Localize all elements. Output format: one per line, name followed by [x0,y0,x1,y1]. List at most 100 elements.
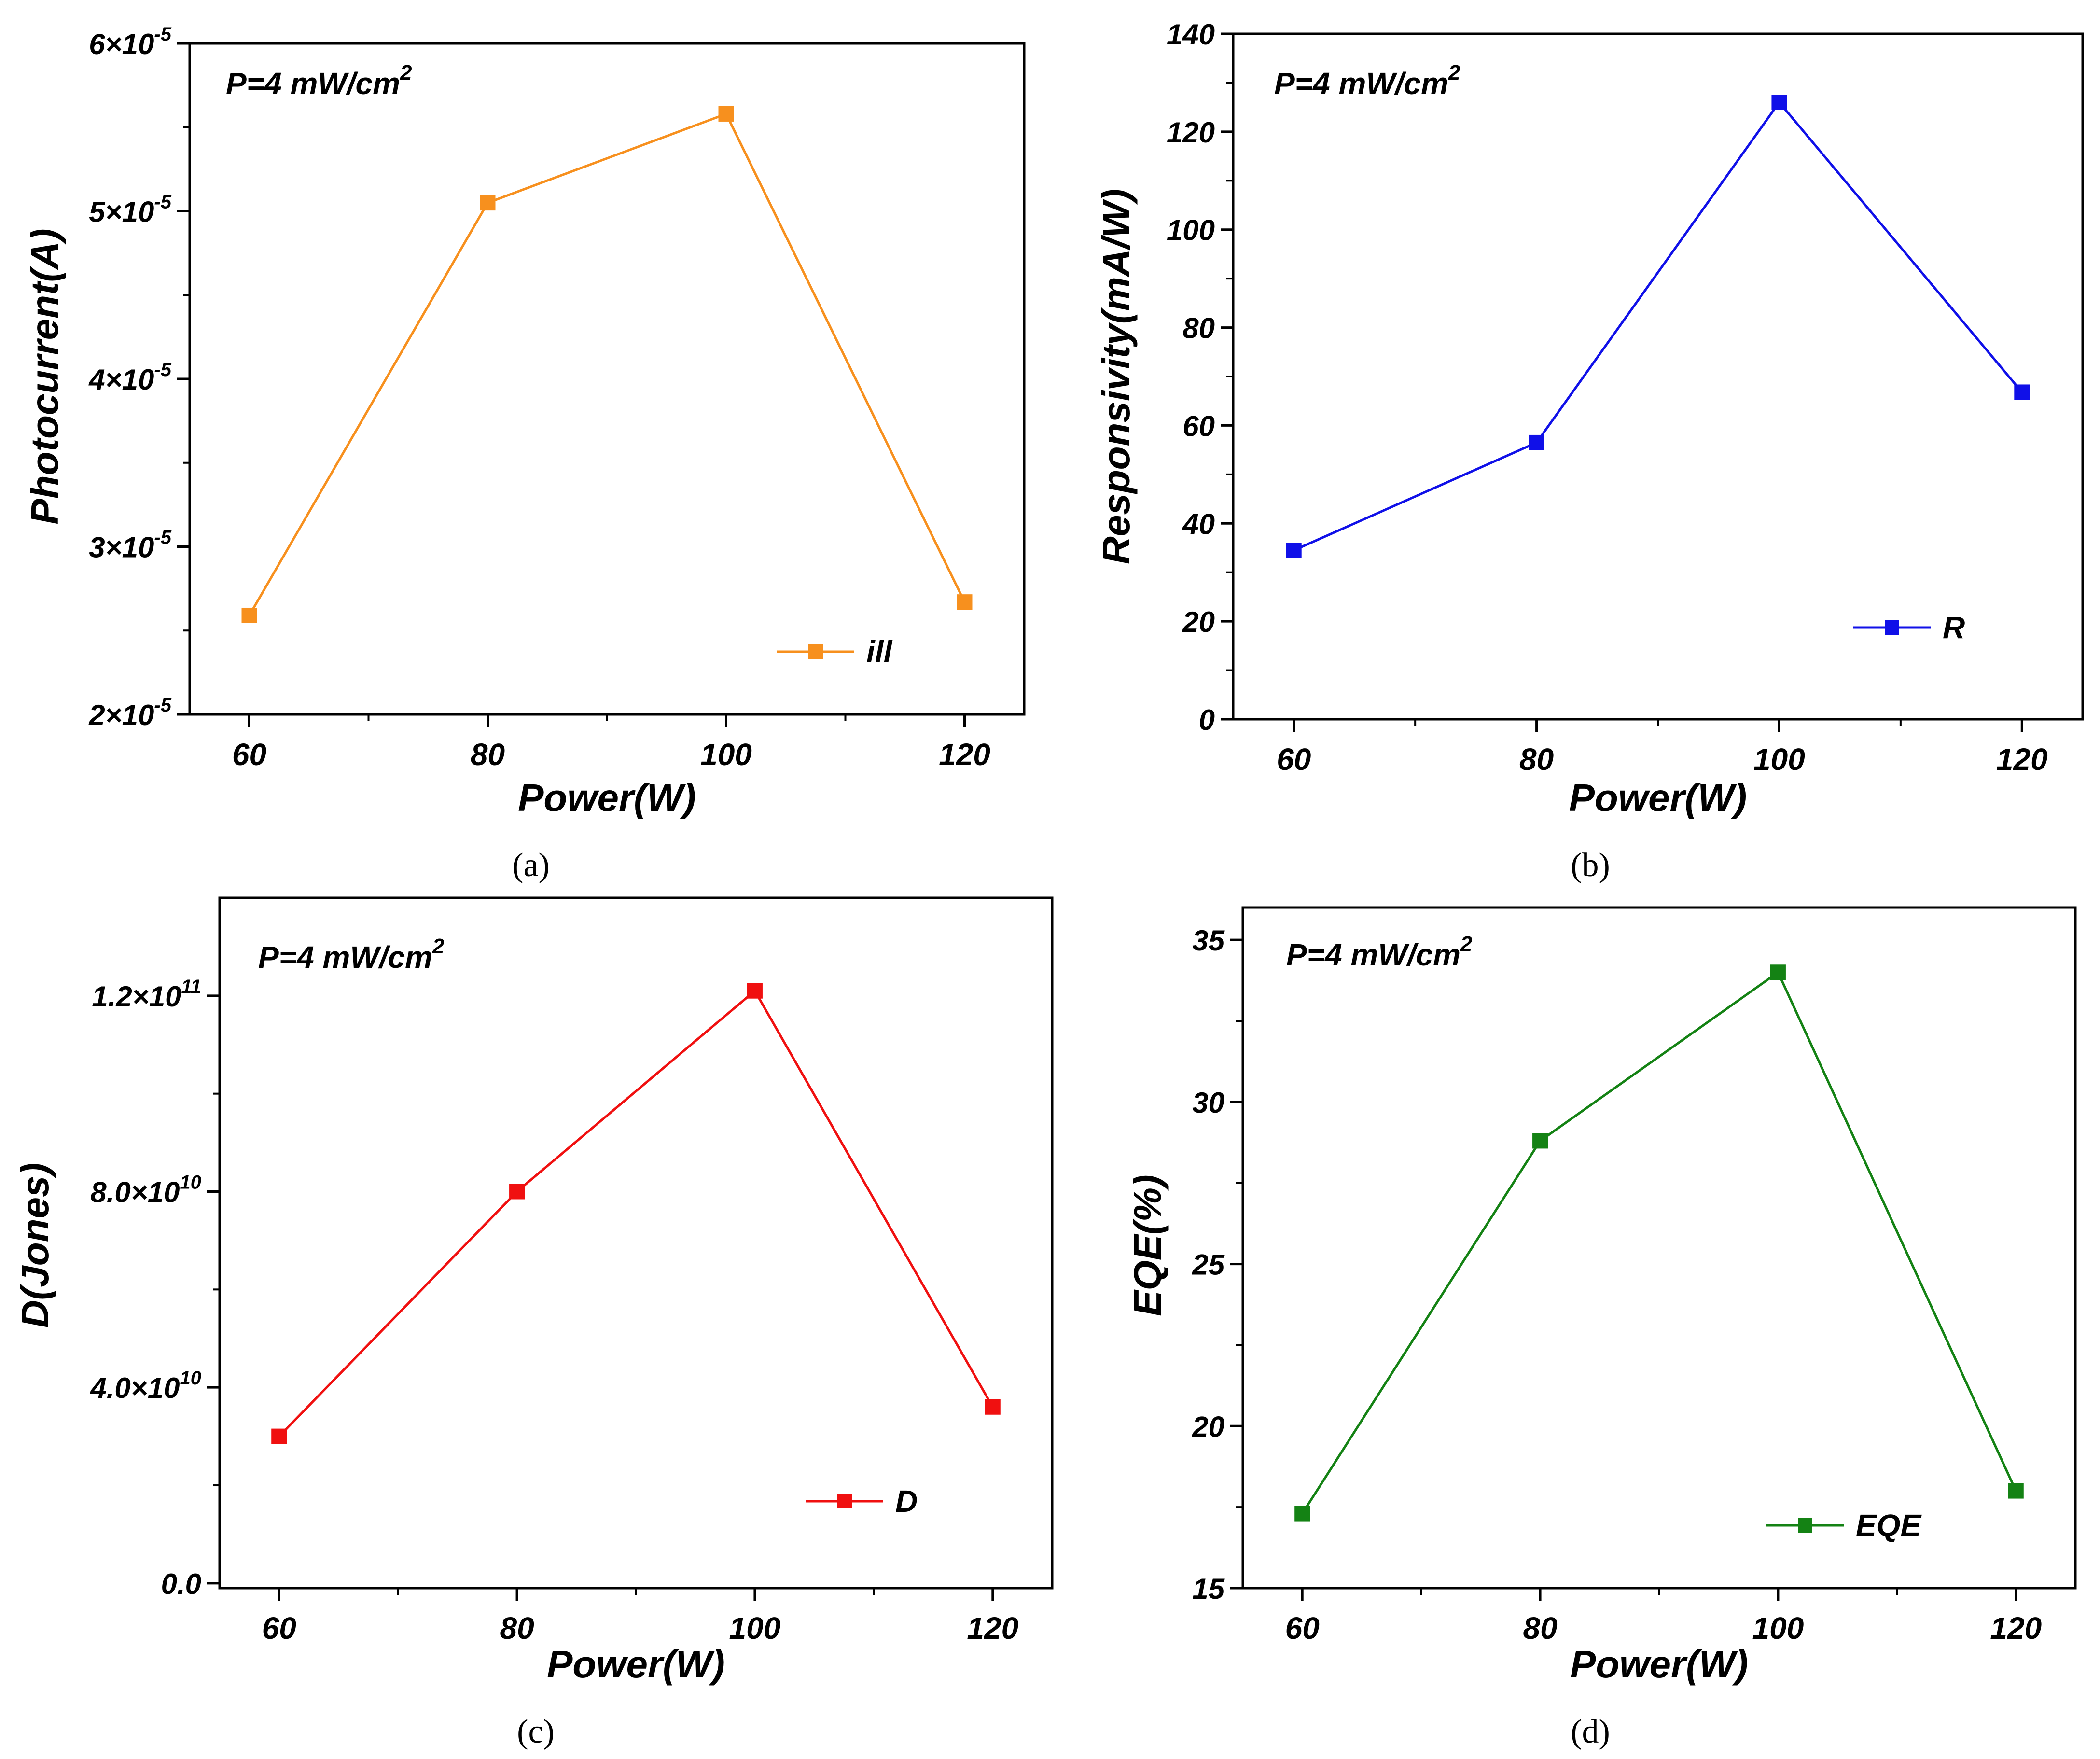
panel-caption: (b) [1571,847,1610,884]
y-tick-base: 0.0 [161,1568,201,1600]
y-tick-label: 25 [1192,1249,1225,1281]
y-tick-base: 20 [1182,606,1215,638]
data-point [2008,1483,2024,1499]
y-tick-base: 140 [1167,18,1215,51]
y-tick-label: 80 [1182,312,1215,345]
annotation-superscript: 2 [1460,932,1473,956]
y-tick-base: 120 [1167,116,1215,149]
annotation-text: P=4 mW/cm [1286,937,1460,972]
x-axis-label: Power(W) [547,1643,725,1686]
y-tick-label: 20 [1192,1410,1224,1443]
y-tick-base: 6×10 [89,28,154,60]
y-tick-exponent: 10 [180,1172,202,1193]
y-tick-label: 8.0×1010 [90,1172,201,1209]
y-tick-label: 35 [1192,924,1225,957]
y-tick-label: 5×10-5 [89,192,171,228]
y-tick-base: 100 [1167,214,1215,247]
y-tick-base: 35 [1192,924,1225,957]
power-density-annotation: P=4 mW/cm2 [1286,932,1473,972]
y-tick-label: 140 [1167,18,1215,51]
data-point [985,1399,1001,1415]
y-tick-label: 0 [1199,704,1215,736]
y-tick-base: 40 [1182,508,1215,540]
y-tick-label: 20 [1182,606,1215,638]
x-axis-label: Power(W) [518,776,696,819]
legend-marker [1798,1518,1812,1533]
y-tick-label: 3×10-5 [89,527,171,564]
data-point [1771,95,1787,110]
plot-frame [188,42,1026,716]
y-tick-base: 4×10 [88,363,154,396]
y-tick-base: 30 [1192,1087,1224,1119]
panel-caption: (a) [512,847,550,884]
data-point [509,1184,525,1200]
legend-label: D [895,1484,918,1519]
panel-caption: (d) [1571,1713,1610,1750]
data-point [480,195,496,211]
y-tick-base: 60 [1182,410,1215,442]
y-tick-exponent: -5 [154,359,171,380]
power-density-annotation: P=4 mW/cm2 [258,935,445,975]
data-point [2014,384,2030,400]
data-point [1294,1506,1310,1522]
y-tick-label: 120 [1167,116,1215,149]
series-line-r [1293,100,2023,552]
y-tick-base: 20 [1192,1410,1224,1443]
legend-marker [1885,620,1899,635]
y-tick-exponent: -5 [154,192,171,213]
data-point [718,106,734,122]
data-point [747,983,763,999]
y-tick-label: 4×10-5 [88,359,171,396]
y-tick-label: 1.2×1011 [92,976,201,1013]
x-tick-label: 100 [729,1611,781,1646]
annotation-superscript: 2 [1448,61,1460,84]
y-tick-base: 1.2×10 [92,980,181,1013]
series-line-ill [248,112,966,616]
data-point [271,1428,287,1444]
plot-frame [1241,906,2077,1590]
y-tick-base: 25 [1192,1249,1225,1281]
y-tick-base: 8.0×10 [90,1176,180,1209]
annotation-text: P=4 mW/cm [258,940,432,975]
x-tick-label: 60 [262,1611,296,1646]
x-tick-label: 80 [471,737,505,772]
y-tick-label: 15 [1192,1573,1225,1605]
legend-marker [808,644,823,659]
data-point [1532,1133,1548,1149]
legend-marker [837,1494,852,1508]
y-tick-base: 4.0×10 [90,1372,180,1404]
series-line-eqe [1301,970,2017,1514]
power-density-annotation: P=4 mW/cm2 [1274,61,1460,101]
y-tick-exponent: -5 [154,695,171,716]
data-point [1770,964,1786,980]
y-axis-label: EQE(%) [1126,1174,1169,1316]
annotation-text: P=4 mW/cm [1274,66,1448,101]
chart-panel-c: 60 80 100 1200.04.0×10108.0×10101.2×1011Pow… [14,896,1054,1750]
y-tick-base: 3×10 [89,531,154,564]
y-tick-label: 60 [1182,410,1215,442]
y-tick-label: 4.0×1010 [90,1368,201,1404]
annotation-text: P=4 mW/cm [226,66,400,101]
x-tick-label: 120 [1996,742,2048,777]
x-tick-label: 60 [1285,1611,1320,1646]
y-tick-label: 100 [1167,214,1215,247]
chart-panel-a: 60 80 100 1202×10-53×10-54×10-55×10-56×10-5… [23,24,1026,884]
annotation-superscript: 2 [400,61,412,84]
y-tick-base: 80 [1182,312,1215,345]
x-tick-label: 80 [500,1611,534,1646]
panel-caption: (c) [517,1713,555,1750]
chart-panel-b: 60 80 100 120 0 20 40 60 80 100 120 140 Power(W) Resp… [1095,18,2084,884]
y-axis-label: Responsivity(mA/W) [1095,189,1138,564]
x-tick-label: 100 [1752,1611,1804,1646]
legend-label: ill [866,634,893,669]
x-tick-label: 100 [700,737,752,772]
x-axis-label: Power(W) [1570,1643,1748,1686]
x-tick-label: 80 [1519,742,1554,777]
y-tick-label: 30 [1192,1087,1224,1119]
y-tick-base: 5×10 [89,196,154,228]
x-tick-label: 100 [1753,742,1805,777]
y-tick-base: 15 [1192,1573,1225,1605]
plot-frame [218,896,1054,1590]
y-tick-label: 40 [1182,508,1215,540]
legend-label: EQE [1856,1508,1922,1543]
